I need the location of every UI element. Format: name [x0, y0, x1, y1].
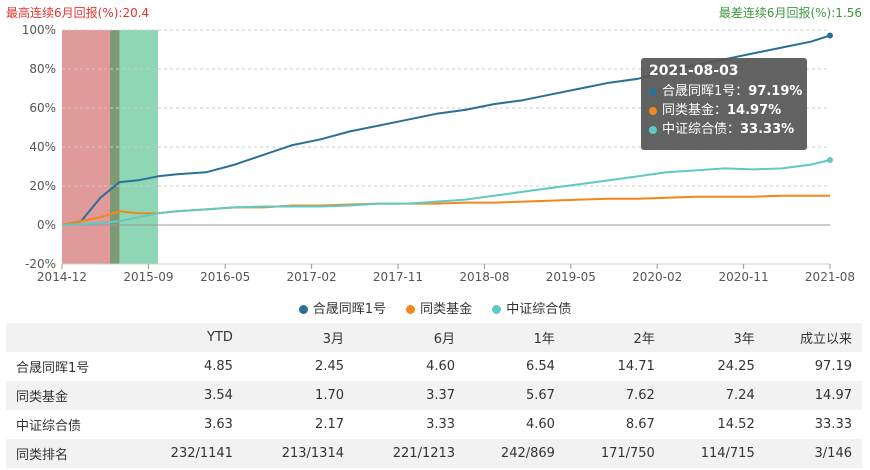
tooltip-value: 14.97% [727, 103, 782, 118]
chart-tooltip: 2021-08-03 合晟同晖1号：97.19% 同类基金：14.97% 中证综… [641, 58, 807, 150]
table-cell: 3.37 [354, 381, 466, 410]
table-cell: 213/1314 [242, 439, 354, 468]
table-row: 中证综合债 3.63 2.17 3.33 4.60 8.67 14.52 33.… [6, 410, 862, 439]
x-tick-label: 2019-05 [546, 270, 596, 284]
table-cell: 7.62 [564, 381, 665, 410]
index-legend-icon [492, 305, 502, 314]
y-tick-label: -20% [25, 257, 56, 271]
table-header: 1年 [465, 323, 565, 352]
x-tick-label: 2016-05 [200, 270, 250, 284]
x-tick-label: 2021-08 [805, 270, 855, 284]
y-tick-label: 0% [37, 218, 56, 232]
tooltip-value: 97.19% [748, 84, 803, 99]
index-line [61, 159, 831, 226]
table-cell: 同类基金 [6, 381, 132, 410]
x-tick-label: 2018-08 [459, 270, 509, 284]
table-cell: 6.54 [525, 359, 555, 374]
y-tick-label: 60% [29, 101, 56, 115]
table-cell: 24.25 [717, 359, 755, 374]
table-cell: 114/715 [664, 439, 765, 468]
tooltip-row-fund: 合晟同晖1号：97.19% [649, 82, 803, 101]
table-header: 3月 [242, 323, 354, 352]
table-header [6, 323, 132, 352]
tooltip-label: 中证综合债： [662, 122, 741, 137]
fund-legend-icon [298, 305, 308, 314]
table-cell: 4.60 [525, 417, 555, 432]
table-row: 同类基金 3.54 1.70 3.37 5.67 7.62 7.24 14.97 [6, 381, 862, 410]
tooltip-value: 33.33% [740, 122, 795, 137]
performance-chart: 100% 80% 60% 40% 20% 0% -20%2014-12 2015-09 2016… [22, 23, 855, 284]
x-tick-label: 2017-11 [373, 270, 423, 284]
min-streak-note: 最差连续6月回报(%):1.56 [718, 6, 862, 20]
peer-dot-icon [649, 106, 657, 115]
x-tick-label: 2020-11 [719, 270, 769, 284]
table-row: 同类排名 232/1141 213/1314 221/1213 242/869 … [6, 439, 862, 468]
returns-table: YTD 3月 6月 1年 2年 3年 成立以来 合晟同晖1号 4.85 2.45… [6, 323, 862, 468]
table-cell: 4.60 [426, 359, 456, 374]
index-end-point [827, 157, 833, 164]
table-cell: 合晟同晖1号 [16, 361, 90, 376]
index-dot-icon [649, 125, 657, 134]
table-cell: 3/146 [764, 439, 862, 468]
legend-label: 同类基金 [420, 302, 473, 317]
table-header: 成立以来 [764, 323, 862, 352]
fund-dot-icon [649, 87, 657, 96]
y-tick-label: 80% [29, 62, 56, 76]
table-cell: 5.67 [465, 381, 565, 410]
table-header: 2年 [564, 323, 665, 352]
max-streak-note: 最高连续6月回报(%):20.4 [6, 6, 150, 20]
tooltip-date: 2021-08-03 [649, 63, 739, 79]
table-header: YTD [131, 323, 243, 352]
table-cell: 97.19 [814, 359, 852, 374]
band-overlap [110, 30, 120, 264]
x-tick-label: 2015-09 [123, 270, 173, 284]
table-cell: 221/1213 [354, 439, 466, 468]
table-cell: 中证综合债 [16, 419, 82, 434]
tooltip-row-peer: 同类基金：14.97% [649, 101, 799, 120]
tooltip-row-index: 中证综合债：33.33% [649, 120, 799, 139]
table-cell: 7.24 [664, 381, 765, 410]
tooltip-label: 合晟同晖1号： [662, 84, 749, 99]
y-tick-label: 100% [22, 23, 56, 37]
legend-item-index[interactable]: 中证综合债 [492, 298, 571, 317]
table-cell: 14.52 [717, 417, 755, 432]
table-cell: 1.70 [242, 381, 354, 410]
table-cell: 171/750 [564, 439, 665, 468]
table-header: 3年 [664, 323, 765, 352]
y-tick-label: 20% [29, 179, 56, 193]
fund-end-point [827, 32, 833, 39]
table-header-row: YTD 3月 6月 1年 2年 3年 成立以来 [6, 323, 862, 352]
y-tick-label: 40% [29, 140, 56, 154]
legend-item-fund[interactable]: 合晟同晖1号 [298, 298, 386, 317]
table-cell: 3.54 [131, 381, 243, 410]
table-cell: 2.17 [315, 417, 344, 432]
table-cell: 3.33 [426, 417, 456, 432]
legend-label: 合晟同晖1号 [312, 302, 386, 317]
table-row: 合晟同晖1号 4.85 2.45 4.60 6.54 14.71 24.25 9… [6, 352, 862, 381]
x-tick-label: 2020-02 [632, 270, 682, 284]
table-cell: 3.63 [204, 417, 233, 432]
table-header: 6月 [354, 323, 466, 352]
table-cell: 4.85 [204, 359, 233, 374]
table-cell: 14.71 [617, 359, 655, 374]
tooltip-label: 同类基金： [662, 103, 728, 118]
table-cell: 8.67 [625, 417, 655, 432]
peer-legend-icon [406, 305, 416, 314]
table-cell: 2.45 [315, 359, 344, 374]
table-cell: 33.33 [814, 417, 852, 432]
x-tick-label: 2014-12 [37, 270, 87, 284]
table-cell: 232/1141 [131, 439, 243, 468]
legend-item-peer[interactable]: 同类基金 [406, 298, 472, 317]
legend-label: 中证综合债 [506, 302, 572, 317]
table-cell: 14.97 [764, 381, 862, 410]
table-cell: 242/869 [465, 439, 565, 468]
x-tick-label: 2017-02 [287, 270, 337, 284]
chart-legend: 合晟同晖1号 同类基金 中证综合债 [0, 298, 870, 317]
table-cell: 同类排名 [6, 439, 132, 468]
